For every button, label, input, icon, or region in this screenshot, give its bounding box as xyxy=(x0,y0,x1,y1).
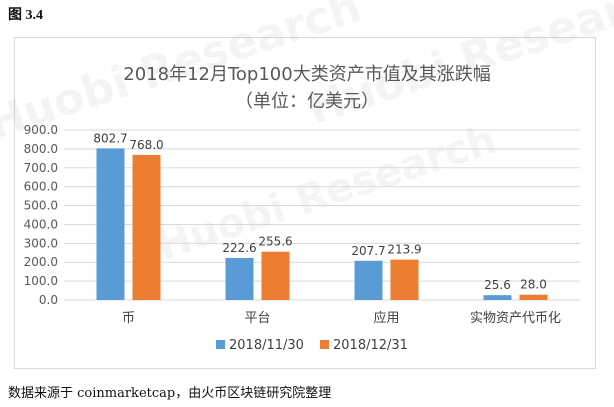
bar xyxy=(261,251,290,300)
legend-swatch xyxy=(216,340,225,349)
bar xyxy=(225,257,254,300)
x-tick-label: 实物资产代币化 xyxy=(470,311,561,326)
data-label: 207.7 xyxy=(351,244,385,258)
bar xyxy=(390,259,419,300)
y-tick-label: 600.0 xyxy=(24,180,58,194)
bar xyxy=(96,148,125,300)
x-tick-label: 平台 xyxy=(244,311,270,326)
y-tick-label: 700.0 xyxy=(24,161,58,175)
legend-label: 2018/11/30 xyxy=(229,338,304,353)
y-tick-label: 900.0 xyxy=(24,123,58,137)
legend-label: 2018/12/31 xyxy=(333,338,408,353)
bar xyxy=(519,294,548,300)
data-label: 222.6 xyxy=(222,241,256,255)
y-tick-label: 100.0 xyxy=(24,274,58,288)
bar xyxy=(354,260,383,300)
y-tick-label: 300.0 xyxy=(24,236,58,250)
bar xyxy=(483,295,512,300)
source-note: 数据来源于 coinmarketcap，由火币区块链研究院整理 xyxy=(8,386,332,401)
y-tick-label: 200.0 xyxy=(24,255,58,269)
bar xyxy=(132,154,161,300)
x-tick-label: 币 xyxy=(122,311,135,326)
y-tick-label: 0.0 xyxy=(39,293,58,307)
y-tick-label: 500.0 xyxy=(24,199,58,213)
data-label: 28.0 xyxy=(520,278,547,292)
data-label: 213.9 xyxy=(387,243,421,257)
legend-swatch xyxy=(320,340,329,349)
data-label: 768.0 xyxy=(129,138,163,152)
figure-label: 图 3.4 xyxy=(8,8,43,23)
y-tick-label: 800.0 xyxy=(24,142,58,156)
data-label: 25.6 xyxy=(484,278,511,292)
chart-subtitle: （单位：亿美元） xyxy=(235,91,379,112)
data-label: 255.6 xyxy=(258,235,292,249)
data-label: 802.7 xyxy=(93,131,127,145)
y-tick-label: 400.0 xyxy=(24,217,58,231)
x-tick-label: 应用 xyxy=(373,310,399,326)
chart-title: 2018年12月Top100大类资产市值及其涨跌幅 xyxy=(123,64,491,85)
